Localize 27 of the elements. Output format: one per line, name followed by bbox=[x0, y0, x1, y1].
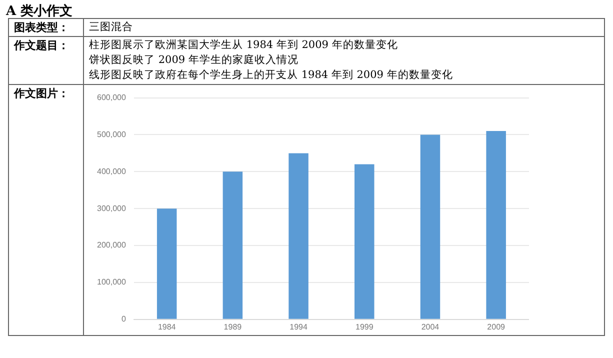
text: 作文图片： bbox=[8, 84, 84, 336]
y-tick-label: 200,000 bbox=[96, 240, 126, 250]
x-tick-label: 2009 bbox=[487, 322, 506, 332]
text: 线形图反映了政府在每个学生身上的开支从 1984 年到 2009 年的数量变化 bbox=[89, 69, 453, 81]
y-tick-label: 400,000 bbox=[96, 166, 126, 176]
text: 图表类型： bbox=[8, 18, 84, 36]
bar bbox=[222, 172, 243, 319]
text: 柱形图展示了欧洲某国大学生从 1984 年到 2009 年的数量变化 bbox=[89, 39, 398, 51]
x-tick-label: 1984 bbox=[158, 322, 176, 332]
text: 饼状图反映了 2009 年学生的家庭收入情况 bbox=[89, 54, 298, 66]
bar bbox=[288, 153, 308, 319]
text: 作文题目： bbox=[8, 36, 84, 84]
x-tick-label: 1989 bbox=[224, 322, 242, 332]
x-tick-label: 1994 bbox=[290, 322, 308, 332]
text: 三图混合 bbox=[84, 18, 604, 36]
y-tick-label: 100,000 bbox=[96, 278, 126, 287]
bar bbox=[486, 131, 506, 319]
bar bbox=[354, 164, 374, 319]
bar bbox=[156, 208, 177, 319]
text: A 类小作文 bbox=[6, 2, 73, 20]
x-tick-label: 1999 bbox=[355, 322, 374, 332]
x-tick-label: 2004 bbox=[421, 322, 440, 332]
y-tick-label: 300,000 bbox=[96, 204, 126, 213]
y-tick-label: 500,000 bbox=[96, 130, 126, 139]
y-tick-label: 600,000 bbox=[96, 93, 126, 102]
bar bbox=[420, 134, 440, 319]
y-tick-label: 0 bbox=[121, 314, 126, 324]
